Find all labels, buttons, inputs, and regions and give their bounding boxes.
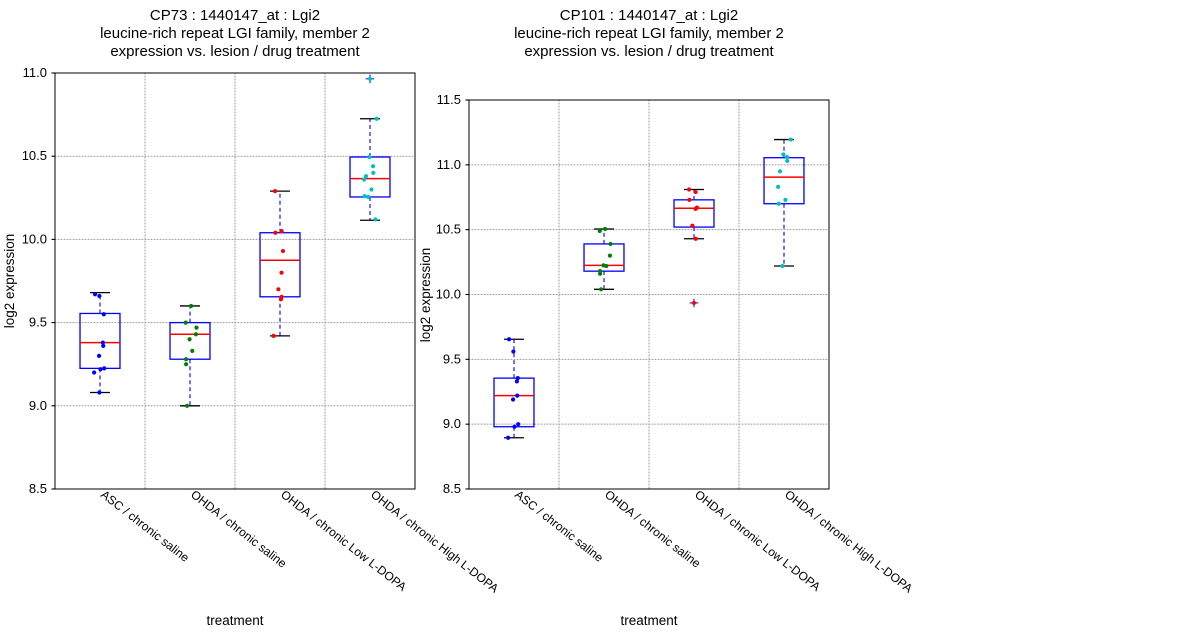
- svg-text:10.5: 10.5: [22, 148, 47, 163]
- svg-text:log2 expression: log2 expression: [418, 248, 433, 343]
- svg-text:9.0: 9.0: [443, 416, 461, 431]
- svg-text:9.0: 9.0: [29, 398, 47, 413]
- svg-text:OHDA / chronic saline: OHDA / chronic saline: [602, 487, 703, 570]
- svg-text:11.5: 11.5: [437, 92, 461, 107]
- svg-text:ASC / chronic saline: ASC / chronic saline: [512, 487, 606, 565]
- svg-text:11.0: 11.0: [23, 65, 47, 80]
- svg-text:11.0: 11.0: [437, 157, 461, 172]
- svg-text:OHDA / chronic saline: OHDA / chronic saline: [188, 487, 289, 570]
- svg-text:ASC / chronic saline: ASC / chronic saline: [98, 487, 192, 565]
- svg-text:treatment: treatment: [620, 613, 677, 628]
- svg-text:CP73 : 1440147_at : Lgi2: CP73 : 1440147_at : Lgi2: [150, 7, 320, 24]
- svg-text:9.5: 9.5: [443, 351, 461, 366]
- svg-text:10.0: 10.0: [22, 231, 47, 246]
- svg-text:treatment: treatment: [206, 613, 263, 628]
- svg-text:expression vs. lesion / drug t: expression vs. lesion / drug treatment: [524, 43, 774, 60]
- svg-text:10.0: 10.0: [436, 287, 461, 302]
- svg-text:8.5: 8.5: [443, 481, 461, 496]
- svg-text:log2 expression: log2 expression: [2, 234, 17, 329]
- svg-text:leucine-rich repeat LGI family: leucine-rich repeat LGI family, member 2: [100, 25, 370, 42]
- svg-text:8.5: 8.5: [29, 481, 47, 496]
- svg-text:leucine-rich repeat LGI family: leucine-rich repeat LGI family, member 2: [514, 25, 784, 42]
- svg-text:10.5: 10.5: [436, 222, 461, 237]
- svg-text:9.5: 9.5: [29, 315, 47, 330]
- svg-text:CP101 : 1440147_at : Lgi2: CP101 : 1440147_at : Lgi2: [560, 7, 738, 24]
- svg-text:expression vs. lesion / drug t: expression vs. lesion / drug treatment: [110, 43, 360, 60]
